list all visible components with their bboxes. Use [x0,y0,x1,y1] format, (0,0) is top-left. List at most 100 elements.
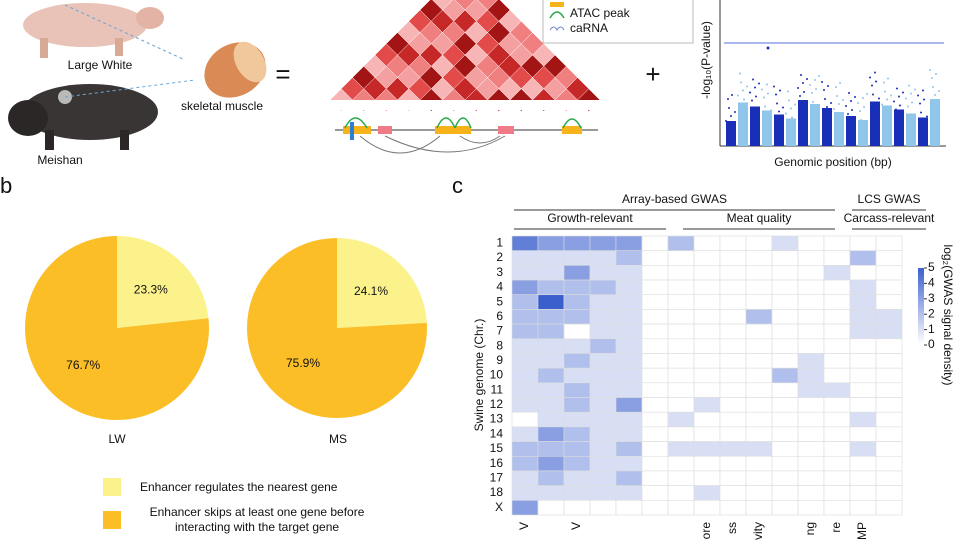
mask [320,100,610,110]
chromosome-band [858,120,868,146]
heat-cell [875,265,903,281]
dot [731,94,733,96]
group-label: Carcass-relevant [844,211,935,225]
dot [812,101,814,103]
heat-cell [875,455,903,472]
dot [848,92,850,94]
heat-cell [849,411,877,428]
heat-cell [667,470,695,486]
heat-cell [615,455,643,472]
colorbar-step [918,273,924,277]
heat-cell [823,367,851,384]
heat-cell [693,294,721,310]
chromosome-band [810,104,820,146]
heat-cell [667,279,695,296]
dot [862,97,864,99]
heat-cell [537,441,565,457]
chromosome-band [774,114,784,146]
heat-cell [719,441,747,457]
chromosome-band [750,106,760,146]
heat-cell [875,500,903,516]
dot [727,98,729,100]
dot [803,91,805,93]
legend-swatch [103,511,121,529]
colorbar-step [918,283,924,287]
row-label: 1 [496,236,503,250]
heat-cell [693,455,721,472]
heat-cell [589,323,617,340]
dot [911,101,913,104]
axis-label: Genomic position (bp) [774,155,891,169]
dot [884,90,886,93]
dot [931,77,933,79]
heat-cell [615,235,643,251]
chromosome-band [894,109,904,146]
heat-cell [745,397,773,413]
heat-cell [537,500,565,516]
pie-title: MS [329,432,347,446]
heat-cell [563,411,591,428]
heat-cell [823,323,851,340]
heat-cell [537,338,565,354]
plus-sign: + [645,59,660,89]
colorbar-step [918,342,924,346]
heat-cell [771,294,799,310]
heat-cell [745,485,773,501]
row-label: 13 [490,412,504,426]
heat-cell [589,470,617,486]
dot [851,109,853,111]
chromosome-band [846,116,856,146]
dot [802,82,804,84]
heat-cell [641,353,669,369]
heat-cell [615,470,643,486]
dot [770,109,772,112]
heat-cell [823,470,851,486]
muscle-icon [204,41,267,98]
heat-cell [589,353,617,369]
dot [881,103,883,106]
heat-cell [849,426,877,442]
heat-cell [771,411,799,428]
heat-cell [563,367,591,384]
heat-cell [875,441,903,457]
heat-cell [745,367,773,384]
heat-cell [823,353,851,369]
heat-cell [719,382,747,398]
dot [761,88,763,91]
dot [902,91,904,94]
colorbar-step [918,270,924,274]
dot [896,87,898,90]
dot [863,106,865,108]
heat-cell [563,235,591,251]
heat-cell [563,250,591,266]
row-label: 15 [490,441,504,455]
heat-cell [797,455,825,472]
heat-cell [771,367,799,384]
heat-cell [537,294,565,310]
dot [826,106,828,108]
heat-cell [771,323,799,340]
dot [874,71,876,74]
colorbar-tick-label: 3 [928,291,935,305]
heat-cell [875,294,903,310]
heat-cell [797,485,825,501]
heat-cell [771,426,799,442]
heat-cell [875,367,903,384]
dot [917,94,919,97]
dot [923,98,925,101]
colorbar-step [918,314,924,318]
heat-cell [563,323,591,340]
group-label: Meat quality [727,211,792,225]
heat-cell [667,397,695,413]
dot [728,107,730,109]
colorbar-step [918,291,924,295]
heat-cell [875,323,903,340]
colorbar-step [918,296,924,300]
heat-cell [641,265,669,281]
heat-cell [511,470,539,486]
heat-cell [641,455,669,472]
heat-cell [537,485,565,501]
dot [857,102,859,104]
heat-cell [563,279,591,296]
dot [824,98,826,100]
